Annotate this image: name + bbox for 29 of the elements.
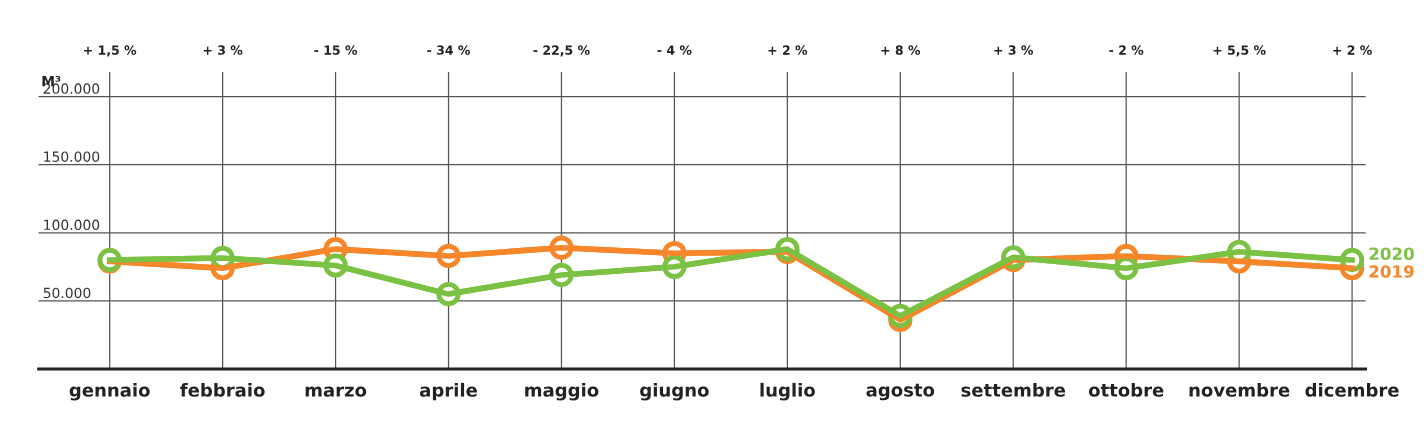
x-tick-label: ottobre [1088,382,1164,397]
x-tick-label: giugno [640,382,709,401]
y-tick-label: 50.000 [43,287,91,299]
text: - 4 % [657,45,692,55]
x-tick-label: aprile [419,382,477,401]
text: + 5,5 % [1213,45,1266,57]
text: + 1,5 % [84,45,137,57]
series-label: 2020 [1369,247,1414,261]
x-tick-label: dicembre [1305,382,1399,397]
y-tick-label: 100.000 [44,219,100,231]
x-tick-label: maggio [525,382,599,401]
text: - 15 % [314,45,358,55]
series-label: 2019 [1369,265,1414,278]
x-tick-label: marzo [305,386,367,397]
x-tick-label: agosto [866,383,935,401]
text: + 3 % [203,45,243,55]
x-tick-label: febbraio [180,382,265,397]
y-tick-label: 150.000 [44,151,100,162]
text: + 3 % [994,45,1034,55]
x-tick-label: gennaio [69,382,150,401]
x-tick-label: settembre [961,382,1066,397]
text: - 34 % [427,45,471,55]
x-tick-label: luglio [760,382,815,401]
text: + 2 % [1333,45,1372,55]
x-tick-label: novembre [1189,382,1290,397]
text: + 2 % [768,45,808,55]
text: - 2 % [1109,45,1144,55]
text: - 22,5 % [533,45,590,57]
text: + 8 % [881,45,921,55]
